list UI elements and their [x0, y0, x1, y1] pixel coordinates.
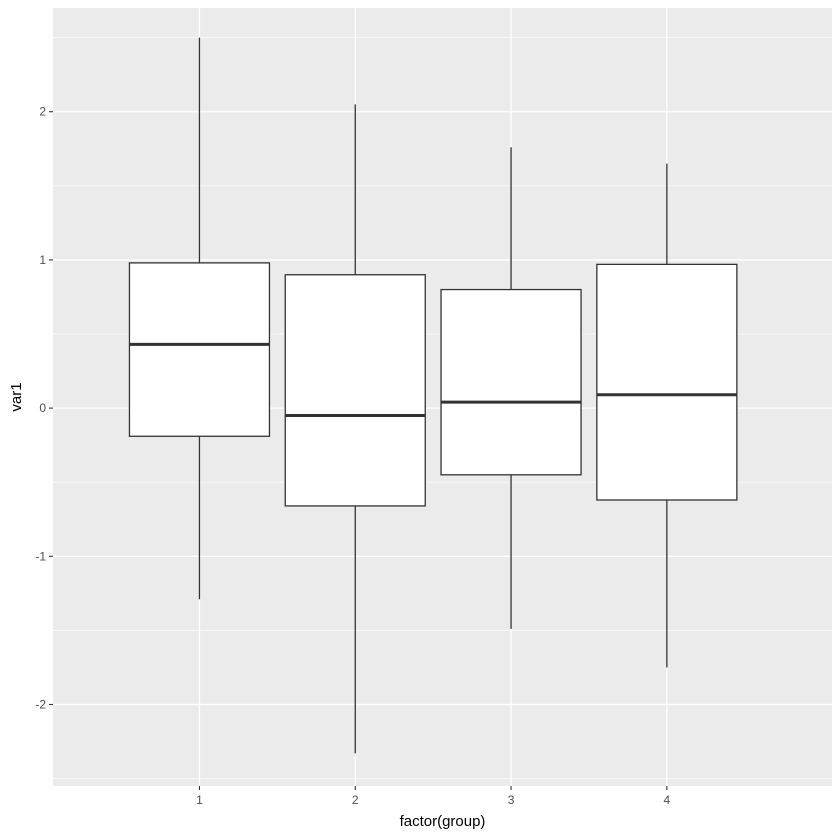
- y-tick-label: 2: [39, 105, 46, 119]
- x-tick-label: 3: [508, 793, 515, 807]
- x-axis: 1 2 3 4: [196, 786, 671, 807]
- y-tick-label: 1: [39, 253, 46, 267]
- x-tick-label: 4: [664, 793, 671, 807]
- box-group-2: [284, 104, 426, 754]
- box-group-4: [596, 163, 738, 668]
- x-tick-label: 2: [352, 793, 359, 807]
- y-tick-label: 0: [39, 401, 46, 415]
- x-axis-title: factor(group): [400, 813, 486, 830]
- box-series: [128, 37, 738, 754]
- y-tick-label: -1: [35, 549, 46, 563]
- y-tick-label: -2: [35, 697, 46, 711]
- box-iqr: [284, 274, 426, 507]
- box-iqr: [440, 288, 582, 476]
- box-group-3: [440, 147, 582, 629]
- y-axis: -2 -1 0 1 2: [35, 105, 53, 711]
- box-iqr: [128, 262, 271, 437]
- box-group-1: [128, 37, 271, 600]
- y-axis-title: var1: [8, 382, 25, 411]
- x-tick-label: 1: [196, 793, 203, 807]
- box-iqr: [596, 263, 738, 501]
